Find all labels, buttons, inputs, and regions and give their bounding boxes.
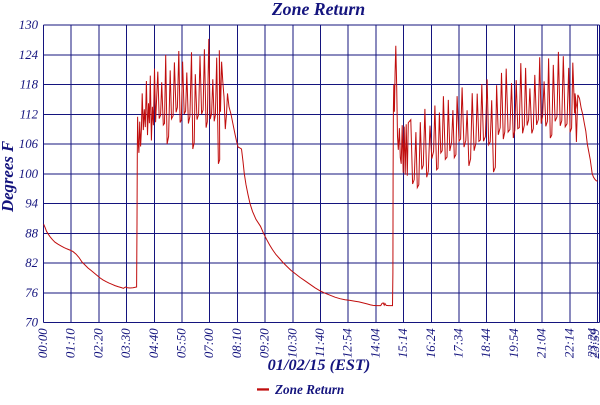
svg-text:10:30: 10:30 [285,328,299,358]
svg-text:88: 88 [25,226,38,240]
svg-text:01/02/15 (EST): 01/02/15 (EST) [268,355,371,374]
svg-text:16:24: 16:24 [424,328,438,358]
svg-text:03:30: 03:30 [119,328,133,358]
svg-text:21:04: 21:04 [535,328,549,358]
svg-text:09:20: 09:20 [258,328,272,358]
svg-text:106: 106 [19,137,39,151]
svg-text:11:40: 11:40 [313,328,327,358]
svg-text:82: 82 [25,256,38,270]
svg-text:18:44: 18:44 [479,328,493,358]
svg-text:118: 118 [20,78,39,92]
svg-text:23:59: 23:59 [588,328,600,358]
svg-text:Degrees F: Degrees F [0,141,17,213]
svg-text:112: 112 [20,108,39,122]
svg-text:14:04: 14:04 [368,328,382,358]
svg-text:05:50: 05:50 [175,328,189,358]
svg-text:01:10: 01:10 [64,328,78,358]
svg-text:07:00: 07:00 [202,328,216,358]
svg-text:100: 100 [19,167,39,181]
svg-text:00:00: 00:00 [36,328,50,358]
svg-text:130: 130 [19,18,39,32]
svg-text:Zone Return: Zone Return [271,0,365,19]
svg-text:17:34: 17:34 [452,328,466,358]
svg-text:94: 94 [25,197,38,211]
svg-text:22:14: 22:14 [562,328,576,358]
svg-text:08:10: 08:10 [230,328,244,358]
svg-text:70: 70 [25,316,38,330]
svg-text:124: 124 [19,48,39,62]
svg-text:12:54: 12:54 [341,328,355,358]
svg-text:76: 76 [25,286,38,300]
svg-text:23:24: 23:24 [585,327,599,357]
svg-text:Zone Return: Zone Return [274,382,344,397]
svg-text:19:54: 19:54 [507,328,521,358]
svg-text:02:20: 02:20 [91,328,105,358]
svg-text:15:14: 15:14 [396,328,410,358]
svg-text:04:40: 04:40 [147,328,161,358]
